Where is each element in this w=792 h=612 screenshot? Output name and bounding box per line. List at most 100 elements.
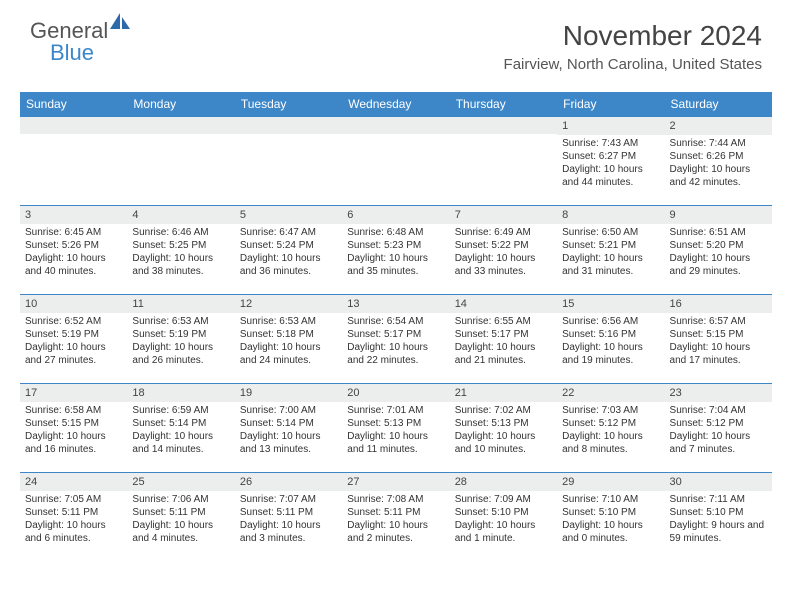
- date-number: 21: [450, 384, 557, 402]
- date-number: [342, 117, 449, 134]
- sunset-text: Sunset: 5:21 PM: [562, 239, 659, 252]
- sunrise-text: Sunrise: 6:50 AM: [562, 226, 659, 239]
- sunset-text: Sunset: 5:12 PM: [670, 417, 767, 430]
- daylight-text: Daylight: 10 hours and 36 minutes.: [240, 252, 337, 278]
- daylight-text: Daylight: 9 hours and 59 minutes.: [670, 519, 767, 545]
- date-number: 19: [235, 384, 342, 402]
- sunrise-text: Sunrise: 7:08 AM: [347, 493, 444, 506]
- sunrise-text: Sunrise: 7:02 AM: [455, 404, 552, 417]
- date-number: 1: [557, 117, 664, 135]
- header: November 2024 Fairview, North Carolina, …: [504, 20, 762, 73]
- sunrise-text: Sunrise: 7:07 AM: [240, 493, 337, 506]
- day-detail: Sunrise: 6:47 AMSunset: 5:24 PMDaylight:…: [235, 224, 342, 283]
- date-number: 14: [450, 295, 557, 313]
- sunset-text: Sunset: 5:26 PM: [25, 239, 122, 252]
- date-number: [235, 117, 342, 134]
- day-detail: Sunrise: 7:07 AMSunset: 5:11 PMDaylight:…: [235, 491, 342, 550]
- day-detail: Sunrise: 6:48 AMSunset: 5:23 PMDaylight:…: [342, 224, 449, 283]
- daylight-text: Daylight: 10 hours and 1 minute.: [455, 519, 552, 545]
- date-number: [450, 117, 557, 134]
- day-header: Tuesday: [235, 92, 342, 116]
- daylight-text: Daylight: 10 hours and 35 minutes.: [347, 252, 444, 278]
- calendar-cell: 25Sunrise: 7:06 AMSunset: 5:11 PMDayligh…: [127, 473, 234, 561]
- calendar-cell: 6Sunrise: 6:48 AMSunset: 5:23 PMDaylight…: [342, 206, 449, 294]
- calendar-cell: 9Sunrise: 6:51 AMSunset: 5:20 PMDaylight…: [665, 206, 772, 294]
- daylight-text: Daylight: 10 hours and 7 minutes.: [670, 430, 767, 456]
- calendar-cell: 14Sunrise: 6:55 AMSunset: 5:17 PMDayligh…: [450, 295, 557, 383]
- sunset-text: Sunset: 5:20 PM: [670, 239, 767, 252]
- sunrise-text: Sunrise: 6:55 AM: [455, 315, 552, 328]
- date-number: 20: [342, 384, 449, 402]
- day-detail: Sunrise: 6:46 AMSunset: 5:25 PMDaylight:…: [127, 224, 234, 283]
- day-detail: Sunrise: 6:52 AMSunset: 5:19 PMDaylight:…: [20, 313, 127, 372]
- daylight-text: Daylight: 10 hours and 11 minutes.: [347, 430, 444, 456]
- calendar-cell: 28Sunrise: 7:09 AMSunset: 5:10 PMDayligh…: [450, 473, 557, 561]
- calendar-week: 3Sunrise: 6:45 AMSunset: 5:26 PMDaylight…: [20, 205, 772, 294]
- calendar-cell: 17Sunrise: 6:58 AMSunset: 5:15 PMDayligh…: [20, 384, 127, 472]
- daylight-text: Daylight: 10 hours and 42 minutes.: [670, 163, 767, 189]
- day-detail: Sunrise: 7:05 AMSunset: 5:11 PMDaylight:…: [20, 491, 127, 550]
- day-header: Thursday: [450, 92, 557, 116]
- sunset-text: Sunset: 5:13 PM: [347, 417, 444, 430]
- sunrise-text: Sunrise: 6:58 AM: [25, 404, 122, 417]
- logo-text-blue: Blue: [50, 40, 94, 66]
- day-detail: Sunrise: 7:44 AMSunset: 6:26 PMDaylight:…: [665, 135, 772, 194]
- date-number: 8: [557, 206, 664, 224]
- calendar-cell: 15Sunrise: 6:56 AMSunset: 5:16 PMDayligh…: [557, 295, 664, 383]
- daylight-text: Daylight: 10 hours and 22 minutes.: [347, 341, 444, 367]
- calendar-cell: 26Sunrise: 7:07 AMSunset: 5:11 PMDayligh…: [235, 473, 342, 561]
- daylight-text: Daylight: 10 hours and 44 minutes.: [562, 163, 659, 189]
- date-number: 30: [665, 473, 772, 491]
- calendar-cell: 30Sunrise: 7:11 AMSunset: 5:10 PMDayligh…: [665, 473, 772, 561]
- day-detail: Sunrise: 6:51 AMSunset: 5:20 PMDaylight:…: [665, 224, 772, 283]
- daylight-text: Daylight: 10 hours and 19 minutes.: [562, 341, 659, 367]
- sunset-text: Sunset: 5:14 PM: [132, 417, 229, 430]
- sunset-text: Sunset: 5:25 PM: [132, 239, 229, 252]
- calendar-cell: 8 Sunrise: 6:50 AMSunset: 5:21 PMDaylight…: [557, 206, 664, 294]
- calendar-cell: 13Sunrise: 6:54 AMSunset: 5:17 PMDayligh…: [342, 295, 449, 383]
- day-detail: Sunrise: 7:08 AMSunset: 5:11 PMDaylight:…: [342, 491, 449, 550]
- date-number: 22: [557, 384, 664, 402]
- date-number: 3: [20, 206, 127, 224]
- sunset-text: Sunset: 5:16 PM: [562, 328, 659, 341]
- calendar-cell: [450, 117, 557, 205]
- date-number: 26: [235, 473, 342, 491]
- sunrise-text: Sunrise: 6:47 AM: [240, 226, 337, 239]
- page-title: November 2024: [504, 20, 762, 52]
- sunrise-text: Sunrise: 7:44 AM: [670, 137, 767, 150]
- day-detail: Sunrise: 7:10 AMSunset: 5:10 PMDaylight:…: [557, 491, 664, 550]
- page-subtitle: Fairview, North Carolina, United States: [504, 56, 762, 73]
- calendar-week: 17 Sunrise: 6:58 AMSunset: 5:15 PM Dayligh…: [20, 383, 772, 472]
- day-detail: Sunrise: 7:01 AMSunset: 5:13 PMDaylight:…: [342, 402, 449, 461]
- sunrise-text: Sunrise: 7:43 AM: [562, 137, 659, 150]
- date-number: 9: [665, 206, 772, 224]
- sunset-text: Sunset: 5:13 PM: [455, 417, 552, 430]
- sunrise-text: Sunrise: 6:54 AM: [347, 315, 444, 328]
- day-detail: Sunrise: 7:09 AMSunset: 5:10 PMDaylight:…: [450, 491, 557, 550]
- sunset-text: Sunset: 5:22 PM: [455, 239, 552, 252]
- sunset-text: Sunset: 5:15 PM: [25, 417, 122, 430]
- sunset-text: Sunset: 6:27 PM: [562, 150, 659, 163]
- date-number: 17: [20, 384, 127, 402]
- daylight-text: Daylight: 10 hours and 31 minutes.: [562, 252, 659, 278]
- sunset-text: Sunset: 5:10 PM: [455, 506, 552, 519]
- daylight-text: Daylight: 10 hours and 24 minutes.: [240, 341, 337, 367]
- calendar-cell: 20Sunrise: 7:01 AMSunset: 5:13 PMDayligh…: [342, 384, 449, 472]
- day-detail: Sunrise: 6:45 AMSunset: 5:26 PMDaylight:…: [20, 224, 127, 283]
- calendar-cell: 18Sunrise: 6:59 AMSunset: 5:14 PMDayligh…: [127, 384, 234, 472]
- calendar-cell: 29Sunrise: 7:10 AMSunset: 5:10 PMDayligh…: [557, 473, 664, 561]
- calendar-cell: 19Sunrise: 7:00 AMSunset: 5:14 PMDayligh…: [235, 384, 342, 472]
- date-number: 4: [127, 206, 234, 224]
- sunrise-text: Sunrise: 7:00 AM: [240, 404, 337, 417]
- sunrise-text: Sunrise: 6:52 AM: [25, 315, 122, 328]
- daylight-text: Daylight: 10 hours and 40 minutes.: [25, 252, 122, 278]
- day-detail: Sunrise: 7:00 AMSunset: 5:14 PMDaylight:…: [235, 402, 342, 461]
- sunrise-text: Sunrise: 6:57 AM: [670, 315, 767, 328]
- sunset-text: Sunset: 5:11 PM: [25, 506, 122, 519]
- day-detail: Sunrise: 7:03 AMSunset: 5:12 PMDaylight:…: [557, 402, 664, 461]
- day-header: Sunday: [20, 92, 127, 116]
- calendar-cell: 12Sunrise: 6:53 AMSunset: 5:18 PMDayligh…: [235, 295, 342, 383]
- daylight-text: Daylight: 10 hours and 14 minutes.: [132, 430, 229, 456]
- calendar-cell: 24Sunrise: 7:05 AMSunset: 5:11 PMDayligh…: [20, 473, 127, 561]
- day-detail: Sunrise: 7:04 AMSunset: 5:12 PMDaylight:…: [665, 402, 772, 461]
